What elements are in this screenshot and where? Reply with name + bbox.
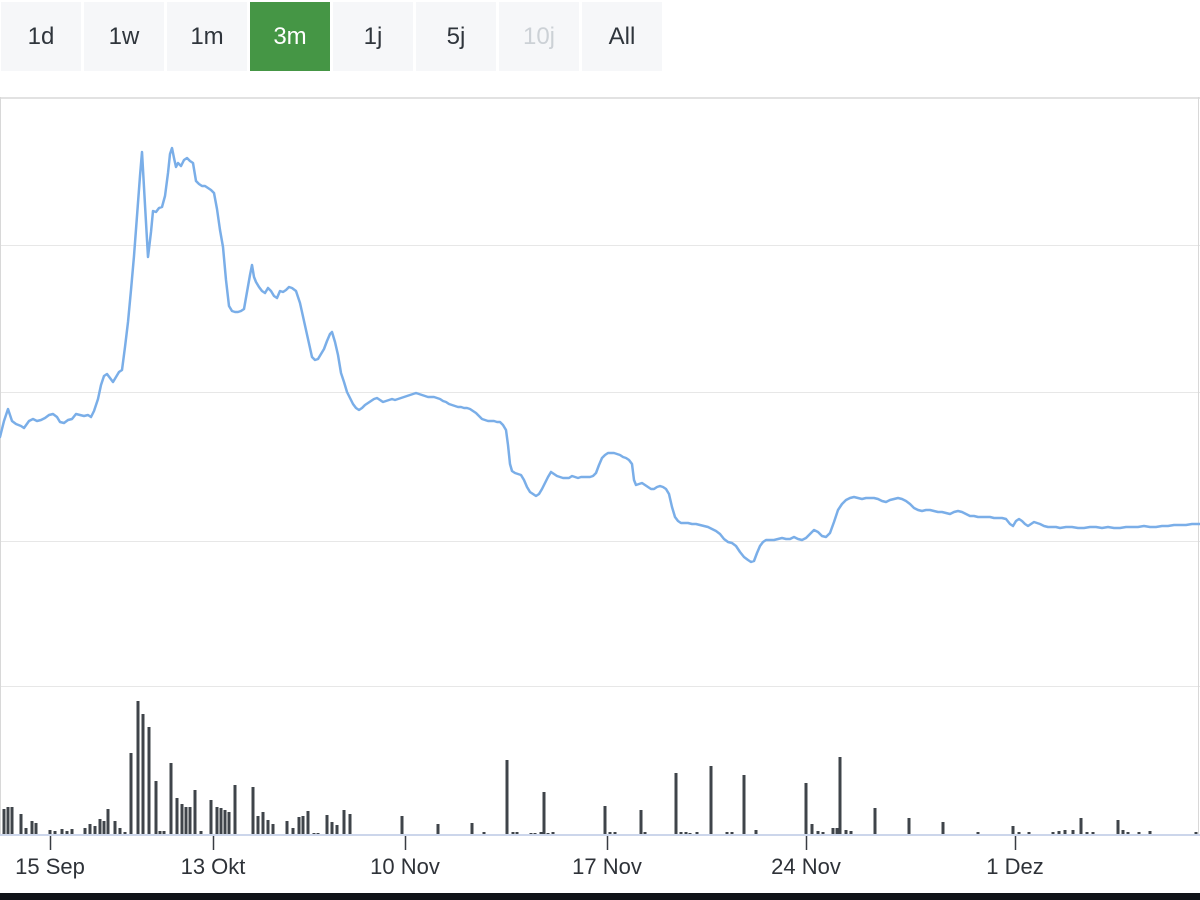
chart-area[interactable]: 15 Sep 13 Okt 10 Nov 17 Nov 24 Nov 1 Dez: [0, 97, 1200, 900]
x-axis-label: 1 Dez: [986, 854, 1043, 879]
range-toolbar: 1d 1w 1m 3m 1j 5j 10j All: [1, 2, 662, 71]
x-axis-label: 13 Okt: [181, 854, 246, 879]
price-line-series: [0, 146, 1200, 564]
range-button-3m[interactable]: 3m: [250, 2, 330, 71]
volume-bars: [2, 701, 1198, 835]
x-axis: 15 Sep 13 Okt 10 Nov 17 Nov 24 Nov 1 Dez: [15, 836, 1044, 879]
bottom-edge-bar: [0, 893, 1200, 900]
range-button-1m[interactable]: 1m: [167, 2, 247, 71]
price-volume-chart[interactable]: 15 Sep 13 Okt 10 Nov 17 Nov 24 Nov 1 Dez: [0, 97, 1200, 900]
x-axis-label: 15 Sep: [15, 854, 85, 879]
range-button-all[interactable]: All: [582, 2, 662, 71]
x-axis-label: 17 Nov: [572, 854, 642, 879]
range-button-1w[interactable]: 1w: [84, 2, 164, 71]
chart-frame: [0, 97, 1199, 835]
range-button-10j[interactable]: 10j: [499, 2, 579, 71]
range-button-1j[interactable]: 1j: [333, 2, 413, 71]
x-axis-label: 24 Nov: [771, 854, 841, 879]
gridlines: [0, 97, 1200, 687]
range-button-5j[interactable]: 5j: [416, 2, 496, 71]
x-axis-label: 10 Nov: [370, 854, 440, 879]
range-button-1d[interactable]: 1d: [1, 2, 81, 71]
